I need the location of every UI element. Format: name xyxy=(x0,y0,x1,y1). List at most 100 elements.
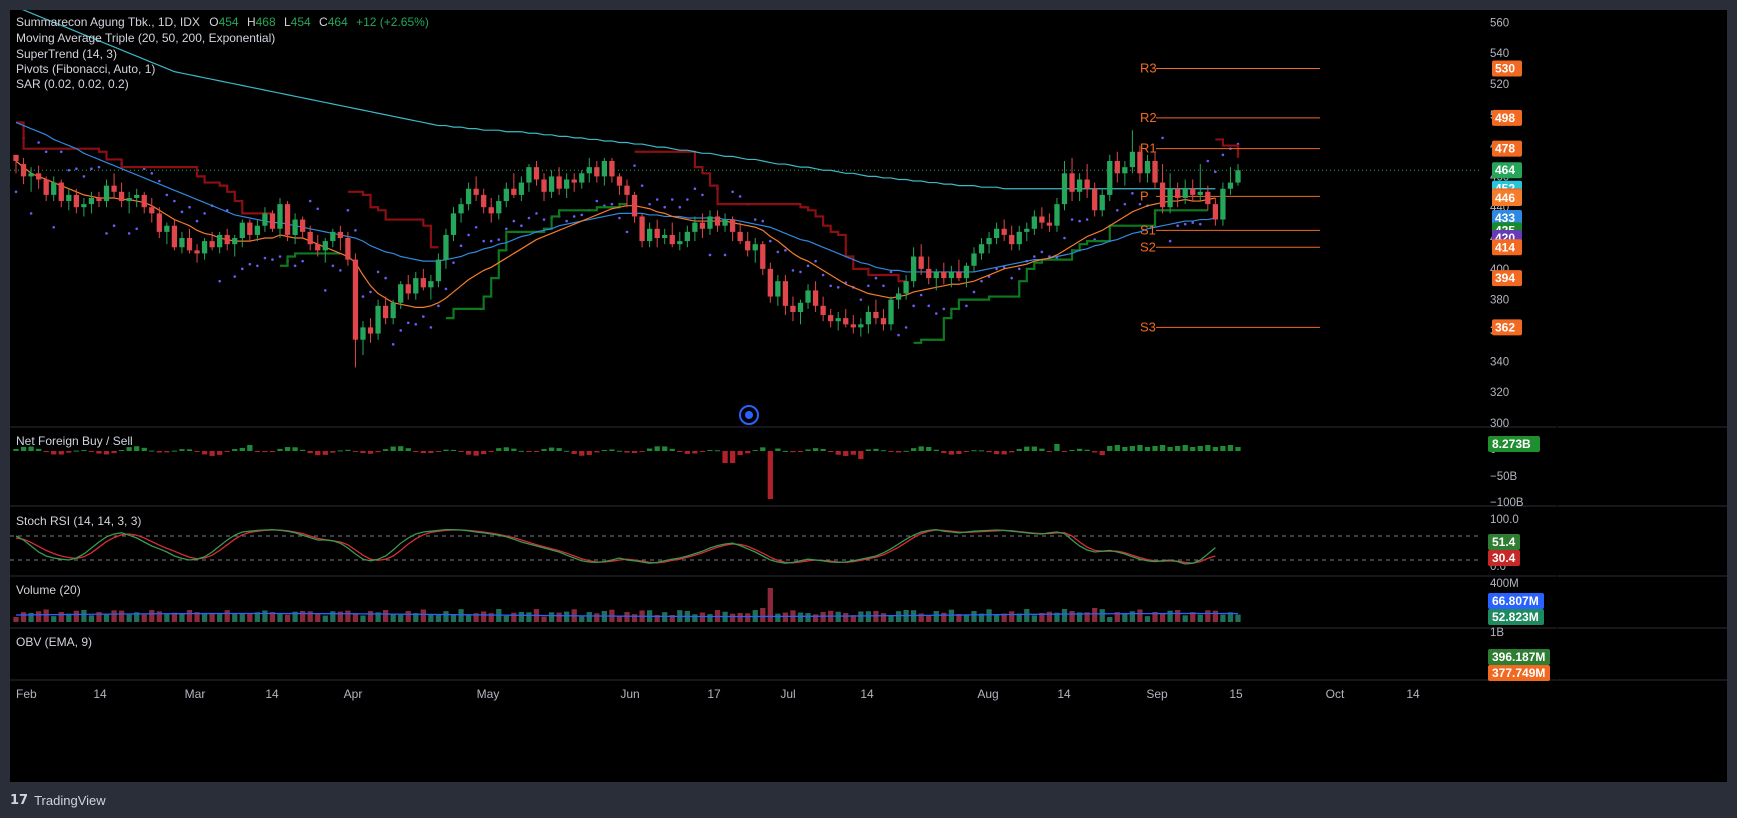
candle xyxy=(224,228,230,251)
candle xyxy=(164,222,170,245)
sar-dot xyxy=(512,219,516,223)
sar-dot xyxy=(369,290,372,294)
volume-ma-badge: 66.807M xyxy=(1488,593,1544,609)
sar-dot xyxy=(1221,153,1225,157)
candle xyxy=(616,173,623,195)
sar-dot xyxy=(399,329,403,332)
indicator-sar[interactable]: SAR (0.02, 0.02, 0.2) xyxy=(16,77,129,91)
sar-dot xyxy=(97,165,101,169)
volume-bar xyxy=(926,615,932,622)
volume-bar xyxy=(1001,613,1007,622)
candle-body xyxy=(149,207,155,214)
foreign-last-badge-bg xyxy=(1488,436,1540,452)
sar-dot xyxy=(686,198,689,201)
sar-dot xyxy=(135,227,138,231)
foreign-bar xyxy=(51,451,57,455)
symbol-title[interactable]: Summarecon Agung Tbk., 1D, IDX xyxy=(16,15,200,29)
volume-bar xyxy=(1220,614,1226,622)
pane-stoch-title[interactable]: Stoch RSI (14, 14, 3, 3) xyxy=(16,514,141,528)
candle-body xyxy=(186,238,193,251)
footer: 17 TradingView xyxy=(10,790,106,810)
sar-dot xyxy=(821,273,825,277)
volume-bar xyxy=(1212,610,1219,622)
volume-bar xyxy=(1054,612,1060,622)
candle xyxy=(971,247,977,272)
candle xyxy=(88,191,95,214)
foreign-bar xyxy=(1031,446,1037,451)
sar-dot xyxy=(1183,222,1187,226)
candle-body xyxy=(465,188,472,205)
candle xyxy=(51,176,57,202)
foreign-bar xyxy=(390,446,396,451)
candle-body xyxy=(1009,234,1015,245)
volume-bar xyxy=(247,613,253,622)
candle-body xyxy=(1167,188,1173,208)
candle xyxy=(782,275,789,316)
candle xyxy=(918,244,924,276)
price-badge-362: 362 xyxy=(1492,319,1522,336)
sar-dot xyxy=(384,276,387,280)
sar-dot xyxy=(1070,218,1074,221)
foreign-bar xyxy=(828,451,834,452)
volume-bar xyxy=(269,612,276,622)
foreign-bar xyxy=(1076,448,1083,451)
sar-dot xyxy=(520,224,523,228)
event-marker-icon[interactable] xyxy=(739,405,759,425)
volume-bar xyxy=(450,613,457,622)
pane-volume-title[interactable]: Volume (20) xyxy=(16,583,81,597)
price-badge-433-text: 433 xyxy=(1495,211,1515,225)
volume-bar xyxy=(850,615,856,622)
sar-dot xyxy=(701,193,704,197)
candle xyxy=(1167,173,1173,214)
foreign-bar xyxy=(797,451,804,452)
foreign-bar xyxy=(35,448,42,451)
pane-obv-title[interactable]: OBV (EMA, 9) xyxy=(16,635,92,649)
sar-dot xyxy=(203,212,206,215)
foreign-bar xyxy=(103,451,110,455)
candle xyxy=(367,318,374,343)
volume-bar xyxy=(473,613,479,622)
candle-body xyxy=(1046,222,1053,226)
stoch-rsi-lines xyxy=(10,528,1480,565)
candle-body xyxy=(511,188,517,195)
pivot-levels: R3 R2 R1 P S1 S2 S3 xyxy=(1140,61,1320,334)
stoch-d-line xyxy=(15,529,1216,564)
candle-body xyxy=(179,238,185,248)
sar-dot xyxy=(14,190,18,194)
foreign-bar xyxy=(880,450,887,452)
candle xyxy=(707,210,713,235)
volume-bar xyxy=(548,612,555,622)
candle xyxy=(141,191,147,214)
indicator-pivots[interactable]: Pivots (Fibonacci, Auto, 1) xyxy=(16,62,155,76)
volume-tick-400m: 400M xyxy=(1490,578,1519,590)
candle-body xyxy=(73,194,79,208)
foreign-bar xyxy=(73,450,79,452)
pane-foreign-title[interactable]: Net Foreign Buy / Sell xyxy=(16,434,133,448)
foreign-bar xyxy=(978,450,985,452)
sar-dot xyxy=(429,326,433,329)
foreign-bar xyxy=(284,447,291,451)
candle-body xyxy=(217,234,223,248)
foreign-bar xyxy=(873,448,879,451)
foreign-bar xyxy=(669,448,675,451)
time-tick-7: 17 xyxy=(707,687,721,701)
candle-body xyxy=(103,185,110,202)
candle-body xyxy=(126,197,132,202)
foreign-bar xyxy=(254,451,261,452)
indicator-ma[interactable]: Moving Average Triple (20, 50, 200, Expo… xyxy=(16,31,275,45)
volume-bar xyxy=(699,612,706,622)
candle-body xyxy=(662,234,668,239)
sar-dot xyxy=(640,184,644,187)
candle-body xyxy=(1031,216,1037,229)
indicator-supertrend[interactable]: SuperTrend (14, 3) xyxy=(16,47,117,61)
sar-dot xyxy=(791,269,795,272)
sar-dot xyxy=(188,205,191,209)
sar-dot xyxy=(618,216,621,220)
time-tick-11: 14 xyxy=(1057,687,1071,701)
candle xyxy=(963,262,970,288)
candle-body xyxy=(639,216,645,242)
candle xyxy=(239,219,245,248)
candle xyxy=(843,308,849,328)
